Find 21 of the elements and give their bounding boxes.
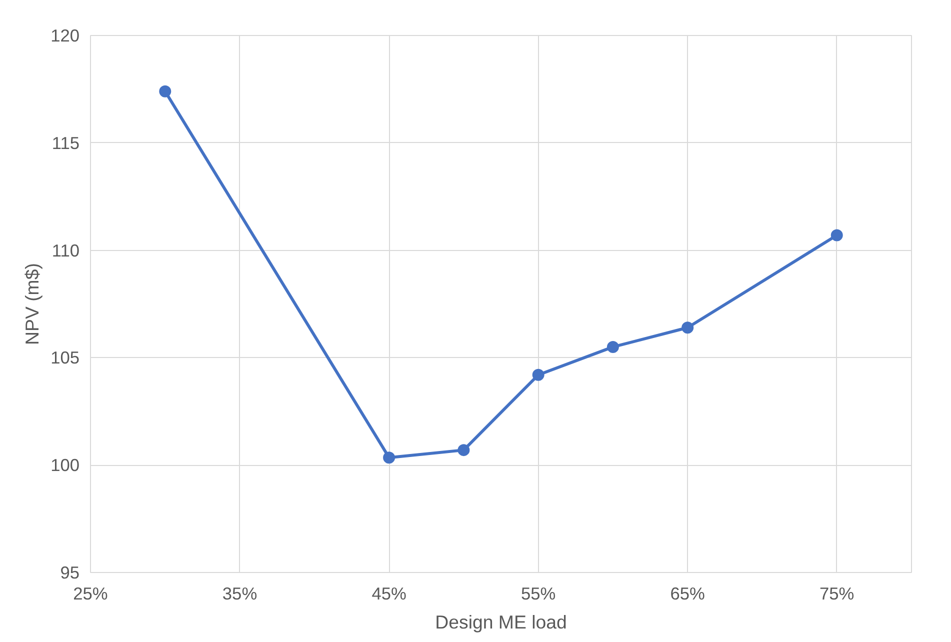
- x-tick-label: 75%: [820, 584, 854, 604]
- x-tick-label: 45%: [372, 584, 406, 604]
- y-tick-label: 115: [52, 132, 80, 153]
- y-tick-label: 110: [52, 240, 80, 260]
- y-tick-label: 95: [60, 562, 80, 582]
- point: [682, 322, 694, 334]
- y-tick-label: 120: [50, 26, 80, 46]
- y-tick-label: 105: [50, 348, 80, 368]
- y-axis-title: NPV (m$): [22, 263, 43, 345]
- point: [606, 340, 619, 353]
- x-tick-label: 65%: [670, 584, 705, 604]
- x-tick-label: 35%: [222, 584, 258, 604]
- point: [383, 452, 396, 464]
- point: [830, 229, 843, 242]
- x-tick-label: 55%: [520, 584, 556, 604]
- y-tick-label: 100: [50, 455, 80, 476]
- point: [159, 85, 172, 98]
- point: [458, 444, 470, 456]
- x-axis-title: Design ME load: [435, 612, 567, 632]
- point: [532, 368, 544, 381]
- x-tick-label: 25%: [73, 584, 108, 604]
